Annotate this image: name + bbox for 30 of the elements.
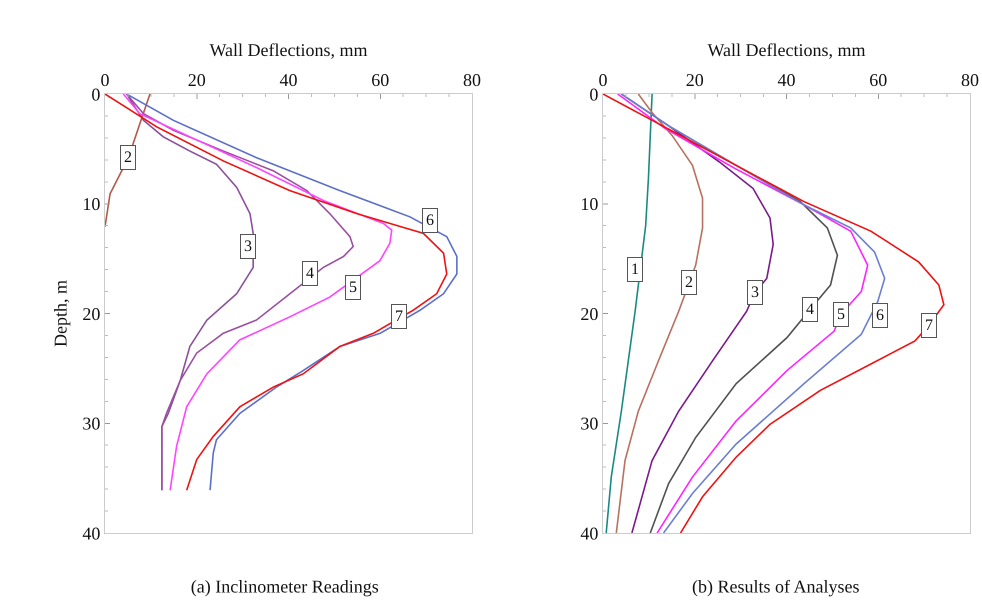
y-axis-title: Depth, m	[50, 280, 71, 347]
annotation: 3	[244, 238, 252, 255]
x-tick-label: 60	[371, 70, 390, 90]
y-tick-label: 40	[82, 523, 100, 544]
annotation: 7	[395, 308, 403, 325]
x-tick-label: 80	[463, 70, 481, 90]
y-tick-label: 10	[580, 194, 598, 214]
annotation: 6	[876, 307, 884, 324]
y-tick-label: 30	[82, 414, 100, 434]
x-axis-title: Wall Deflections, mm	[209, 40, 368, 60]
text: (b) Results of Analyses	[692, 576, 860, 597]
y-tick-label: 30	[580, 414, 598, 434]
text: (a) Inclinometer Readings	[190, 576, 379, 597]
y-tick-label: 40	[580, 523, 598, 544]
x-tick-label: 60	[869, 70, 888, 90]
x-tick-label: 20	[188, 70, 206, 90]
x-tick-label: 40	[280, 70, 298, 90]
x-axis-title: Wall Deflections, mm	[707, 40, 866, 60]
y-tick-label: 20	[82, 304, 100, 324]
annotation: 1	[631, 261, 639, 278]
y-tick-label: 0	[589, 84, 598, 104]
annotation: 4	[306, 265, 314, 282]
y-tick-label: 20	[580, 304, 598, 324]
y-tick-label: 0	[91, 84, 100, 104]
y-tick-label: 10	[82, 194, 100, 214]
x-tick-label: 20	[686, 70, 704, 90]
annotation: 5	[349, 279, 357, 296]
x-tick-label: 80	[961, 70, 979, 90]
annotation: 6	[426, 212, 434, 229]
x-tick-label: 40	[778, 70, 796, 90]
